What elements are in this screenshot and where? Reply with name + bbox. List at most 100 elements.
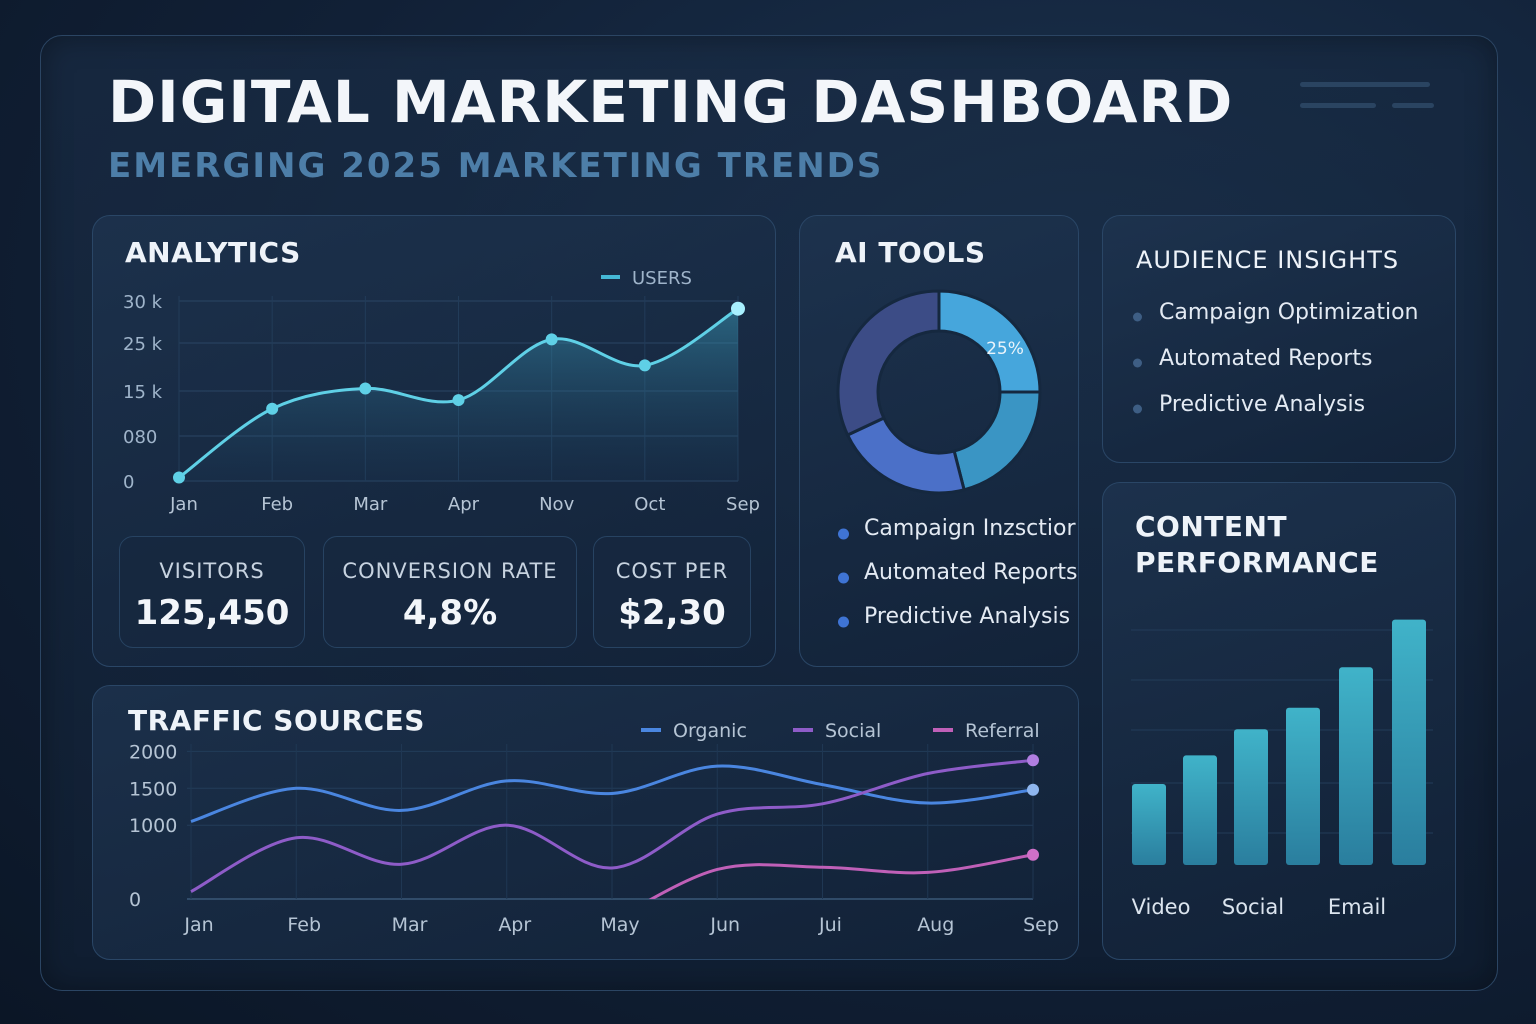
content-performance-panel: CONTENT PERFORMANCE Video Social Email — [1102, 482, 1456, 960]
series-end-point — [1027, 754, 1039, 767]
legend-label: USERS — [632, 268, 692, 289]
series-line-referral — [648, 853, 1034, 899]
traffic-sources-panel: TRAFFIC SOURCES 0 1000 1500 2000 Jan Feb Mar Ap… — [92, 685, 1079, 960]
bullet-icon — [1133, 358, 1142, 368]
ai-tools-donut-chart: 25% — [836, 289, 1042, 495]
page-subtitle: EMERGING 2025 MARKETING TRENDS — [108, 146, 884, 186]
ai-tools-item-label: Predictive Analysis — [864, 604, 1071, 629]
donut-slice — [952, 390, 1042, 492]
ai-tools-item-label: Automated Reports — [864, 560, 1078, 585]
menu-line — [1300, 103, 1376, 108]
kpi-label: CONVERSION RATE — [342, 559, 558, 583]
audience-item-label: Predictive Analysis — [1159, 392, 1366, 417]
x-tick-label: Jan — [169, 494, 198, 515]
x-tick-label: Social — [1222, 895, 1284, 919]
content-bar — [1392, 619, 1426, 865]
page-title: DIGITAL MARKETING DASHBOARD — [108, 68, 1234, 136]
x-tick-label: Feb — [261, 494, 293, 515]
x-tick-label: Apr — [498, 914, 531, 936]
legend-label: Social — [825, 720, 881, 742]
x-tick-label: Mar — [353, 494, 388, 515]
donut-slice — [836, 289, 941, 438]
content-bar — [1183, 755, 1217, 865]
x-tick-label: Oct — [634, 494, 665, 515]
y-tick-label: 2000 — [129, 741, 177, 763]
x-tick-label: Sep — [726, 494, 760, 515]
content-bar — [1339, 667, 1373, 865]
x-tick-label: May — [600, 914, 639, 936]
y-tick-label: 080 — [123, 427, 157, 448]
kpi-conversion-rate: CONVERSION RATE 4,8% — [323, 536, 577, 648]
content-bar-chart: Video Social Email — [1131, 619, 1433, 919]
kpi-label: VISITORS — [159, 559, 265, 583]
x-tick-label: Feb — [287, 914, 321, 936]
analytics-panel: ANALYTICS 0 080 15 k 25 k 30 k Jan Feb Mar Apr No… — [92, 215, 776, 667]
users-data-point — [452, 394, 465, 407]
ai-tools-panel: AI TOOLS 25% Campaign Inzsctior Automate… — [799, 215, 1079, 667]
donut-slice — [845, 415, 966, 495]
content-title-line1: CONTENT — [1135, 510, 1288, 543]
analytics-title: ANALYTICS — [125, 236, 301, 269]
kpi-value: 4,8% — [402, 593, 498, 633]
content-title-line2: PERFORMANCE — [1135, 546, 1379, 579]
users-data-point — [545, 333, 558, 346]
content-bar — [1132, 784, 1166, 865]
series-line-organic — [190, 764, 1034, 823]
y-tick-label: 25 k — [123, 334, 163, 355]
y-tick-label: 1500 — [129, 778, 177, 800]
list-item: Campaign Optimization — [1133, 294, 1418, 340]
kpi-value: $2,30 — [618, 593, 726, 633]
series-end-point — [1027, 783, 1039, 796]
kpi-visitors: VISITORS 125,450 — [119, 536, 305, 648]
x-tick-label: Jun — [709, 914, 740, 936]
list-item: Automated Reports — [1133, 340, 1418, 386]
x-tick-label: Nov — [539, 494, 574, 515]
content-performance-title: CONTENT PERFORMANCE — [1135, 509, 1379, 581]
audience-insights-list: Campaign Optimization Automated Reports … — [1133, 294, 1418, 432]
y-tick-label: 30 k — [123, 292, 163, 313]
bullet-icon — [838, 528, 849, 540]
content-bar — [1234, 729, 1268, 865]
list-item: Predictive Analysis — [1133, 386, 1418, 432]
x-tick-label: Jui — [818, 914, 842, 936]
series-line-social — [190, 758, 1034, 893]
list-item: Campaign Inzsctior — [838, 512, 1078, 556]
audience-insights-panel: AUDIENCE INSIGHTS Campaign Optimization … — [1102, 215, 1456, 463]
list-item: Automated Reports — [838, 556, 1078, 600]
list-item: Predictive Analysis — [838, 600, 1078, 644]
x-tick-label: Apr — [448, 494, 480, 515]
x-tick-label: Aug — [917, 914, 954, 936]
menu-line — [1300, 82, 1430, 87]
analytics-line-chart: 0 080 15 k 25 k 30 k Jan Feb Mar Apr Nov Oct Sep USE… — [123, 268, 760, 515]
kpi-cost-per: COST PER $2,30 — [593, 536, 751, 648]
kpi-value: 125,450 — [134, 593, 290, 633]
bullet-icon — [838, 616, 849, 628]
audience-insights-title: AUDIENCE INSIGHTS — [1136, 246, 1400, 274]
y-tick-label: 1000 — [129, 815, 177, 837]
ai-tools-title: AI TOOLS — [835, 236, 986, 269]
x-tick-label: Mar — [392, 914, 428, 936]
ai-tools-list: Campaign Inzsctior Automated Reports Pre… — [838, 512, 1078, 644]
menu-line — [1392, 103, 1434, 108]
content-bar — [1286, 707, 1320, 865]
users-data-point — [731, 301, 745, 316]
users-data-point — [173, 471, 185, 484]
x-tick-label: Video — [1132, 895, 1191, 919]
audience-item-label: Campaign Optimization — [1159, 300, 1419, 325]
bullet-icon — [838, 572, 849, 584]
bullet-icon — [1133, 312, 1142, 322]
x-tick-label: Email — [1328, 895, 1386, 919]
y-tick-label: 15 k — [123, 382, 163, 403]
series-end-point — [1027, 848, 1039, 861]
x-tick-label: Jan — [183, 914, 213, 936]
x-tick-label: Sep — [1023, 914, 1059, 936]
y-tick-label: 0 — [129, 889, 141, 911]
bullet-icon — [1133, 404, 1142, 414]
audience-item-label: Automated Reports — [1159, 346, 1373, 371]
users-area — [179, 308, 738, 481]
traffic-sources-title: TRAFFIC SOURCES — [128, 704, 425, 737]
menu-lines-icon[interactable] — [1300, 82, 1434, 112]
traffic-line-chart: 0 1000 1500 2000 Jan Feb Mar Apr May Jun Jui Aug Sep… — [129, 720, 1059, 936]
slice-label: 25% — [986, 339, 1024, 359]
y-tick-label: 0 — [123, 472, 134, 493]
